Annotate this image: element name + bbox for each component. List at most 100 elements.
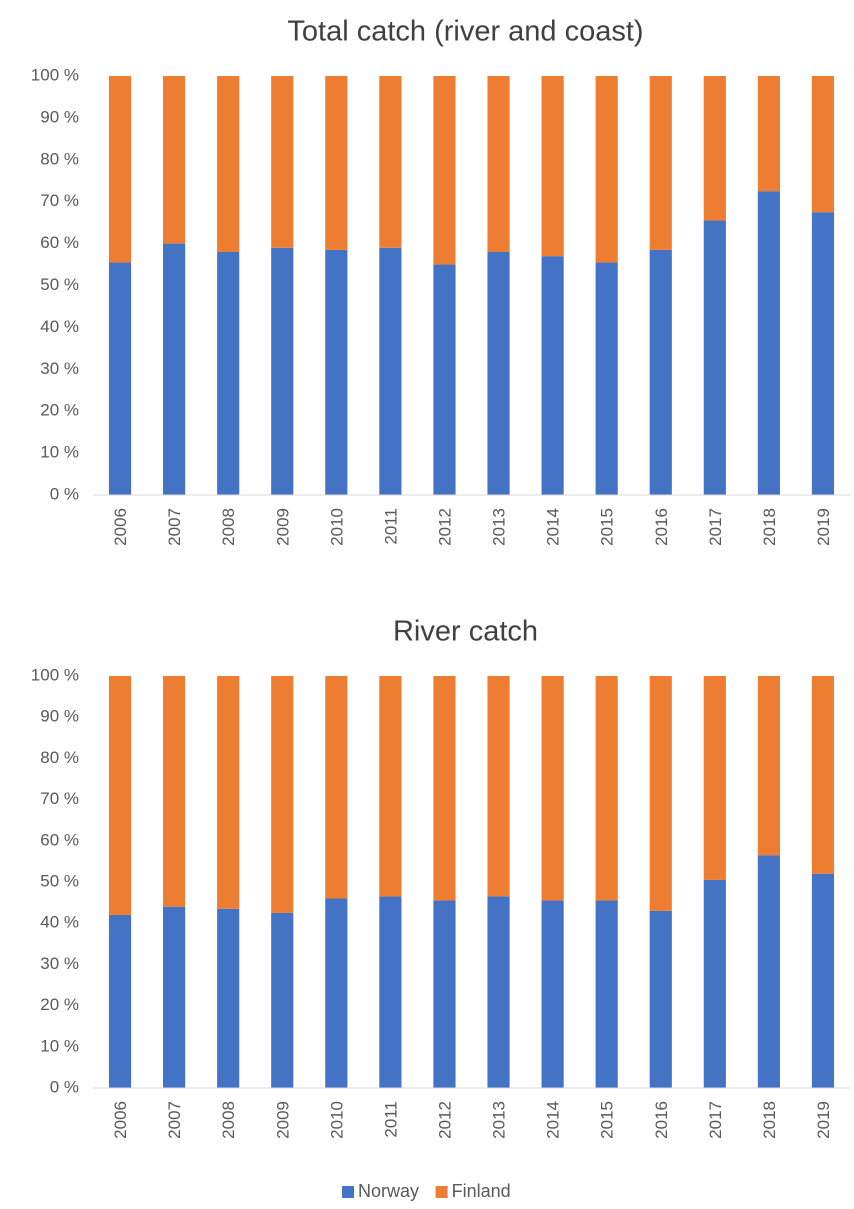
chart-1-category-label: 2019 xyxy=(814,508,833,546)
chart-1-bar-finland-2011 xyxy=(379,76,402,248)
chart-1-category-label: 2014 xyxy=(544,508,563,546)
chart-2-bar-finland-2014 xyxy=(541,676,564,901)
chart-2-bar-norway-2016 xyxy=(649,910,672,1088)
chart-1-bar-finland-2014 xyxy=(541,76,564,257)
chart-1-bar-finland-2015 xyxy=(595,76,618,263)
chart-2-bar-finland-2015 xyxy=(595,676,618,901)
chart-2-bar-finland-2012 xyxy=(433,676,456,901)
chart-1-bar-finland-2006 xyxy=(108,76,132,263)
chart-1-bar-norway-2019 xyxy=(811,212,835,496)
chart-1-bar-finland-2013 xyxy=(487,76,510,252)
chart-1-bar-norway-2006 xyxy=(108,262,132,495)
chart-1-ytick-label: 50 % xyxy=(40,275,79,294)
chart-1-ytick-label: 20 % xyxy=(40,401,79,420)
chart-1-bar-finland-2010 xyxy=(325,76,348,250)
chart-1-category-label: 2008 xyxy=(219,508,238,546)
chart-2-category-label: 2007 xyxy=(165,1101,184,1139)
chart-1-ytick-label: 100 % xyxy=(31,65,79,84)
chart-1-bar-norway-2012 xyxy=(433,264,456,495)
chart-2-bar-finland-2017 xyxy=(703,676,726,880)
chart-1-bar-norway-2007 xyxy=(163,243,186,495)
chart-2-bar-finland-2013 xyxy=(487,676,510,897)
chart-2-category-label: 2012 xyxy=(435,1101,454,1139)
chart-2-category-label: 2006 xyxy=(111,1101,130,1139)
chart-2-bar-norway-2019 xyxy=(811,873,835,1088)
chart-1-ytick-label: 60 % xyxy=(40,233,79,252)
chart-1-title: Total catch (river and coast) xyxy=(287,16,643,48)
chart-2-bar-norway-2015 xyxy=(595,900,618,1088)
chart-2-category-label: 2010 xyxy=(327,1101,346,1139)
chart-1-category-label: 2009 xyxy=(273,508,292,546)
chart-2-ytick-label: 60 % xyxy=(40,830,79,849)
chart-1-bar-finland-2016 xyxy=(649,76,672,250)
chart-1-bar-norway-2008 xyxy=(217,251,240,495)
chart-1-category-label: 2006 xyxy=(111,508,130,546)
chart-2-bar-finland-2011 xyxy=(379,676,402,897)
chart-1-bar-finland-2008 xyxy=(217,76,240,252)
chart-2-category-label: 2008 xyxy=(219,1101,238,1139)
chart-2-category-label: 2017 xyxy=(706,1101,725,1139)
chart-1-bar-finland-2007 xyxy=(163,76,186,244)
chart-2-ytick-label: 50 % xyxy=(40,871,79,890)
chart-1-ytick-label: 0 % xyxy=(50,484,79,503)
chart-2-ytick-label: 10 % xyxy=(40,1036,79,1055)
chart-1-category-label: 2012 xyxy=(435,508,454,546)
chart-2-ytick-label: 70 % xyxy=(40,789,79,808)
chart-2-bar-finland-2016 xyxy=(649,676,672,911)
chart-2-category-label: 2015 xyxy=(598,1101,617,1139)
chart-1-bar-norway-2016 xyxy=(649,249,672,495)
chart-2-bar-norway-2014 xyxy=(541,900,564,1088)
chart-2-category-label: 2014 xyxy=(544,1101,563,1139)
chart-2-bar-norway-2018 xyxy=(757,855,780,1088)
chart-1-bar-norway-2018 xyxy=(757,191,780,495)
chart-2-bar-finland-2018 xyxy=(757,676,780,856)
chart-1-bar-norway-2013 xyxy=(487,251,510,495)
chart-2-ytick-label: 80 % xyxy=(40,748,79,767)
chart-1-category-label: 2010 xyxy=(327,508,346,546)
chart-1-category-label: 2017 xyxy=(706,508,725,546)
chart-1-bar-norway-2015 xyxy=(595,262,618,495)
chart-2-bar-norway-2010 xyxy=(325,898,348,1088)
chart-2-bar-finland-2007 xyxy=(163,676,186,907)
chart-2-bar-finland-2010 xyxy=(325,676,348,899)
chart-1-bar-finland-2018 xyxy=(757,76,780,192)
chart-1-bar-norway-2010 xyxy=(325,249,348,495)
chart-2-bar-norway-2012 xyxy=(433,900,456,1088)
chart-1-ytick-label: 30 % xyxy=(40,359,79,378)
chart-2-category-label: 2018 xyxy=(760,1101,779,1139)
chart-2-bar-norway-2009 xyxy=(271,912,294,1088)
chart-1-category-label: 2007 xyxy=(165,508,184,546)
legend-swatch-finland xyxy=(435,1186,448,1198)
chart-1-ytick-label: 40 % xyxy=(40,317,79,336)
chart-1-ytick-label: 80 % xyxy=(40,149,79,168)
chart-2-bar-finland-2019 xyxy=(811,676,835,874)
chart-2-bar-finland-2008 xyxy=(217,676,240,909)
chart-2-bar-norway-2007 xyxy=(163,906,186,1088)
chart-2-category-label: 2016 xyxy=(652,1101,671,1139)
chart-1-bar-norway-2011 xyxy=(379,247,402,495)
chart-2-bar-norway-2011 xyxy=(379,896,402,1088)
legend-swatch-norway xyxy=(342,1186,354,1198)
chart-1-bar-finland-2017 xyxy=(703,76,726,221)
chart-2-ytick-label: 20 % xyxy=(40,995,79,1014)
chart-1-bar-norway-2009 xyxy=(271,247,294,495)
legend-label-finland: Finland xyxy=(452,1181,511,1201)
chart-2-bar-norway-2013 xyxy=(487,896,510,1088)
chart-2-ytick-label: 40 % xyxy=(40,913,79,932)
chart-2-title: River catch xyxy=(393,616,538,648)
chart-1-bar-finland-2012 xyxy=(433,76,456,265)
chart-1-bar-finland-2019 xyxy=(811,76,835,213)
chart-1-bar-norway-2014 xyxy=(541,256,564,495)
chart-1-category-label: 2015 xyxy=(598,508,617,546)
chart-2-bar-finland-2009 xyxy=(271,676,294,913)
chart-2-bar-norway-2017 xyxy=(703,879,726,1088)
chart-1-ytick-label: 70 % xyxy=(40,191,79,210)
chart-1-ytick-label: 90 % xyxy=(40,107,79,126)
chart-1-bar-norway-2017 xyxy=(703,220,726,495)
chart-2-ytick-label: 30 % xyxy=(40,954,79,973)
chart-1-bar-finland-2009 xyxy=(271,76,294,248)
chart-2-category-label: 2009 xyxy=(273,1101,292,1139)
chart-2-category-label: 2013 xyxy=(490,1101,509,1139)
chart-1-category-label: 2016 xyxy=(652,508,671,546)
